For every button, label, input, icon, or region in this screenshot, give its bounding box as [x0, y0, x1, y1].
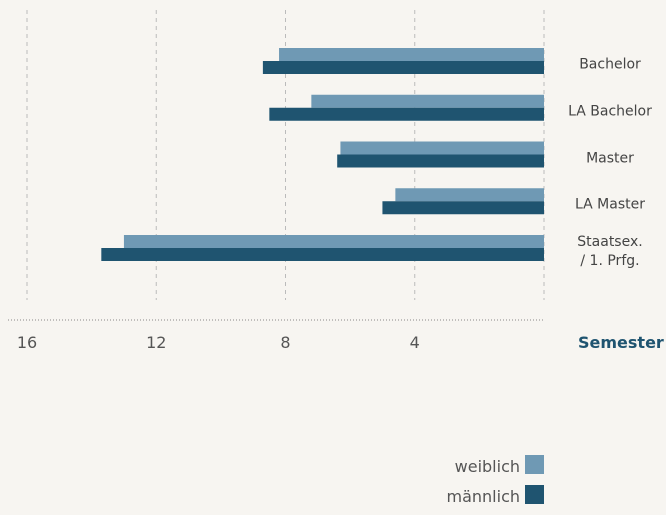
bar: [101, 248, 544, 261]
bar: [395, 188, 544, 202]
bar: [269, 107, 544, 121]
bar: [311, 94, 544, 108]
y-tick-label: Master: [586, 150, 634, 166]
bar: [262, 61, 544, 74]
y-tick-label: LA Master: [575, 196, 645, 213]
y-tick-label: Staatsex. / 1. Prfg.: [577, 234, 643, 269]
bar: [340, 141, 544, 155]
x-tick-label: 16: [16, 333, 38, 352]
bar: [382, 201, 544, 215]
y-tick-label: LA Bachelor: [568, 103, 652, 120]
legend-swatch: [525, 485, 544, 504]
y-tick-label: Bachelor: [579, 56, 641, 73]
bar: [123, 235, 544, 248]
legend-label: weiblich: [454, 457, 520, 476]
legend-swatch: [525, 455, 544, 474]
x-axis-label: Semester: [578, 333, 664, 352]
x-tick-label: 12: [146, 333, 167, 352]
x-tick-label: 8: [280, 333, 291, 352]
legend-label: männlich: [446, 487, 521, 506]
bar: [279, 48, 544, 61]
bar: [337, 154, 544, 168]
x-tick-label: 4: [409, 333, 420, 352]
